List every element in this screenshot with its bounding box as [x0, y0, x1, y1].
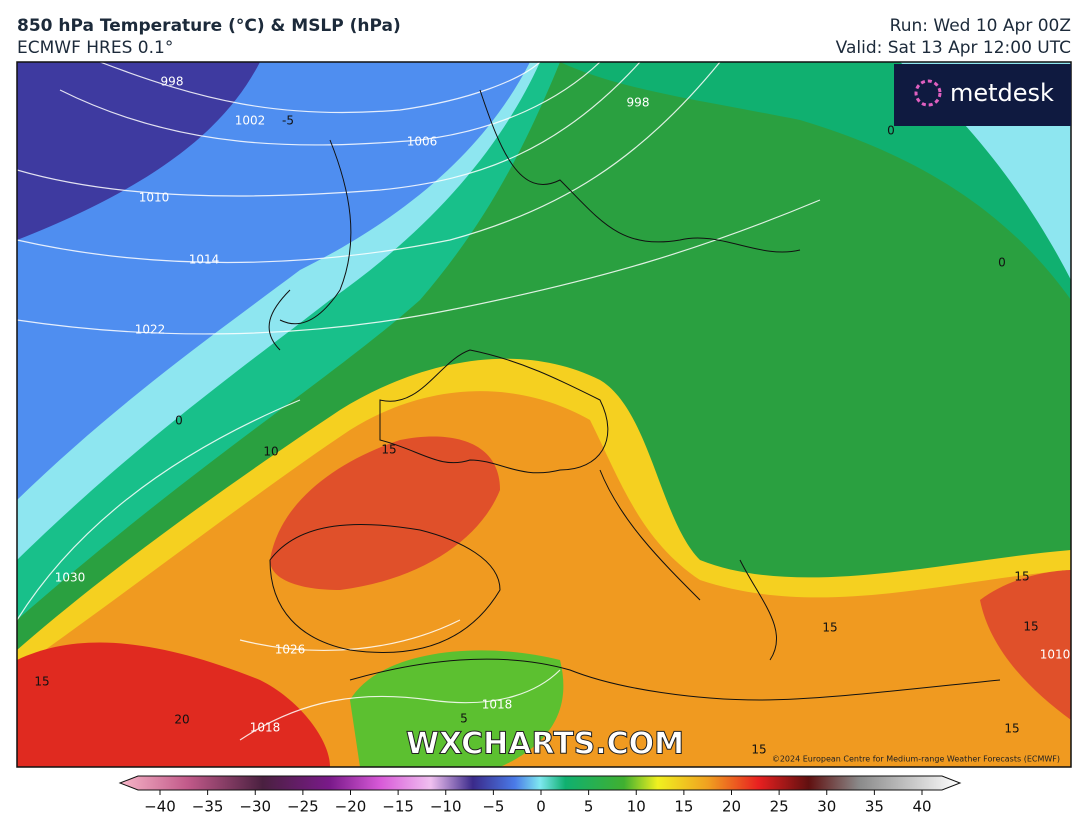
- isobar: [17, 62, 721, 264]
- isobar: [239, 619, 461, 651]
- isobar: [99, 62, 541, 114]
- isobar-label: 1030: [55, 571, 86, 585]
- colorbar: −40 −35 −30 −25 −20 −15 −10 −5 0 5 10 15 20 25 30 35 40: [118, 775, 962, 816]
- temperature-label: 15: [1014, 570, 1029, 584]
- logo: metdesk: [950, 79, 1054, 107]
- map-frame: [16, 61, 1072, 768]
- valid-time: Valid: Sat 13 Apr 12:00 UTC: [836, 38, 1071, 58]
- isobar: [17, 62, 641, 197]
- isobar-label: 1010: [1040, 648, 1071, 662]
- copyright: ©2024 European Centre for Medium-range W…: [772, 755, 1060, 764]
- isobar-label: 1002: [235, 114, 266, 128]
- colorbar-tick-label: −10: [430, 798, 462, 816]
- colorbar-tick-label: −35: [192, 798, 224, 816]
- temperature-label: 0: [887, 124, 895, 138]
- colorbar-tick-label: 25: [770, 798, 789, 816]
- isobar: [239, 669, 561, 741]
- run-time: Run: Wed 10 Apr 00Z: [890, 16, 1071, 36]
- warm-zone: [17, 391, 1071, 767]
- temperature-label: 15: [822, 621, 837, 635]
- temperature-label: 5: [460, 712, 468, 726]
- temperature-label: 15: [1004, 722, 1019, 736]
- isobar-label: 998: [627, 96, 650, 110]
- temperature-label: 0: [998, 256, 1006, 270]
- coastline: [349, 658, 1001, 701]
- colorbar-tick-label: 35: [865, 798, 884, 816]
- colorbar-tick-label: 10: [627, 798, 646, 816]
- colorbar-bar: [118, 775, 962, 791]
- isobar-label: 1006: [407, 135, 438, 149]
- isobar-label: 1010: [139, 191, 170, 205]
- isobar-label: 1018: [250, 721, 281, 735]
- map: 998 1002 1006 1010 1014 1022 998 1030 1026 1018 10…: [17, 62, 1071, 767]
- temperature-label: 20: [174, 713, 189, 727]
- temperature-label: 15: [1023, 620, 1038, 634]
- coastline: [599, 469, 778, 661]
- isobar-label: 998: [161, 75, 184, 89]
- colorbar-tick-label: 40: [912, 798, 931, 816]
- cold-zone: [17, 62, 260, 240]
- hot-zone: [270, 436, 500, 590]
- coastline: [479, 89, 801, 253]
- temperature-label: 15: [381, 443, 396, 457]
- temperature-label: -5: [282, 114, 294, 128]
- colorbar-tick-label: −15: [382, 798, 414, 816]
- temperature-label: 0: [175, 414, 183, 428]
- colorbar-tick-label: −20: [335, 798, 367, 816]
- atlas-zone: [350, 650, 564, 767]
- colorbar-tick-label: 15: [674, 798, 693, 816]
- colorbar-tick-label: −25: [287, 798, 319, 816]
- coastline: [379, 349, 609, 474]
- temperature-label: 15: [751, 743, 766, 757]
- isobar-label: 1018: [482, 698, 513, 712]
- colorbar-tick-label: 30: [817, 798, 836, 816]
- hot-zone: [980, 570, 1071, 720]
- subtitle: ECMWF HRES 0.1°: [17, 38, 173, 58]
- isobar: [59, 62, 601, 146]
- isobar-label: 1022: [135, 323, 166, 337]
- isobar-label: 1014: [189, 253, 220, 267]
- hot-zone: [17, 642, 330, 767]
- colorbar-tick-label: 5: [584, 798, 594, 816]
- colorbar-tick-label: −30: [239, 798, 271, 816]
- coastline: [268, 139, 352, 351]
- colorbar-tick-label: 20: [722, 798, 741, 816]
- colorbar-tick-label: 0: [536, 798, 546, 816]
- isobar-label: 1026: [275, 643, 306, 657]
- watermark: WXCHARTS.COM: [406, 727, 684, 762]
- logo-box: [894, 64, 1071, 126]
- colorbar-tick-label: −5: [482, 798, 504, 816]
- contour-labels: 998 1002 1006 1010 1014 1022 998 1030 1026 1018 10…: [34, 75, 1070, 757]
- colorbar-tick-label: −40: [144, 798, 176, 816]
- logo-icon: [914, 79, 942, 107]
- temperature-label: 10: [263, 445, 278, 459]
- temperature-label: 15: [34, 675, 49, 689]
- isobar: [17, 199, 821, 335]
- coastline: [269, 523, 501, 653]
- title: 850 hPa Temperature (°C) & MSLP (hPa): [17, 16, 401, 36]
- isobar: [17, 399, 301, 621]
